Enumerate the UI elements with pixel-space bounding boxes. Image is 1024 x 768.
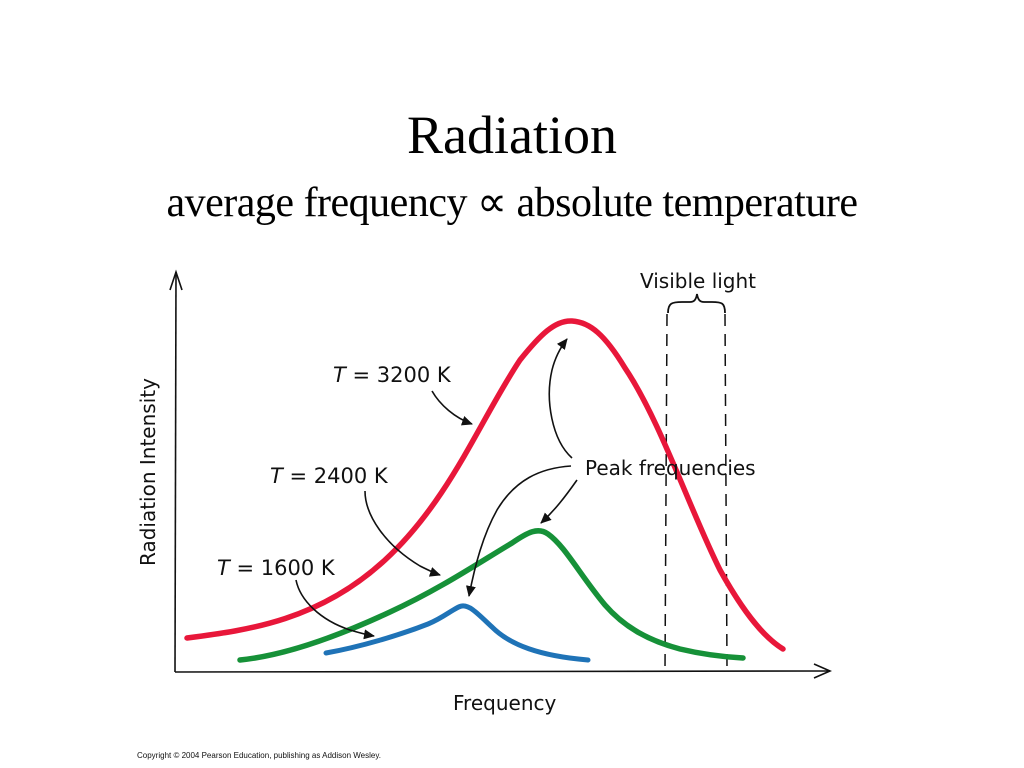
label-3200k-T: T: [333, 363, 348, 387]
peak-frequencies-label: Peak frequencies: [585, 456, 756, 480]
slide-subtitle: average frequency ∝ absolute temperature: [166, 180, 858, 226]
label-2400k: T = 2400 K: [270, 464, 389, 488]
peak-arrow-2400k: [540, 479, 578, 524]
curve-2400k: [237, 528, 746, 663]
visible-light-left-line: [664, 313, 668, 671]
peak-arrow-1600k: [465, 465, 572, 597]
label-3200k: T = 3200 K: [333, 363, 452, 387]
arrow-1600k: [295, 579, 375, 640]
curve-1600k: [323, 603, 591, 663]
label-3200k-value: = 3200 K: [346, 363, 452, 387]
y-axis: [174, 271, 177, 673]
visible-light-right-line: [724, 313, 728, 669]
y-axis-arrowhead: [169, 269, 183, 291]
label-2400k-value: = 2400 K: [283, 464, 389, 488]
label-1600k-T: T: [217, 556, 232, 580]
label-1600k: T = 1600 K: [217, 556, 336, 580]
copyright-notice: Copyright © 2004 Pearson Education, publ…: [137, 751, 381, 760]
x-axis: [174, 670, 831, 673]
visible-light-label: Visible light: [640, 269, 756, 293]
label-2400k-T: T: [270, 464, 285, 488]
slide-title: Radiation: [407, 105, 617, 165]
x-axis-arrowhead: [813, 663, 832, 679]
arrow-2400k: [364, 490, 441, 577]
arrow-3200k: [431, 390, 473, 426]
curve-3200k: [184, 318, 786, 652]
x-axis-label: Frequency: [453, 691, 556, 715]
peak-arrow-3200k: [548, 338, 573, 459]
label-1600k-value: = 1600 K: [230, 556, 336, 580]
y-axis-label: Radiation Intensity: [136, 378, 160, 566]
visible-light-brace: [667, 293, 726, 314]
